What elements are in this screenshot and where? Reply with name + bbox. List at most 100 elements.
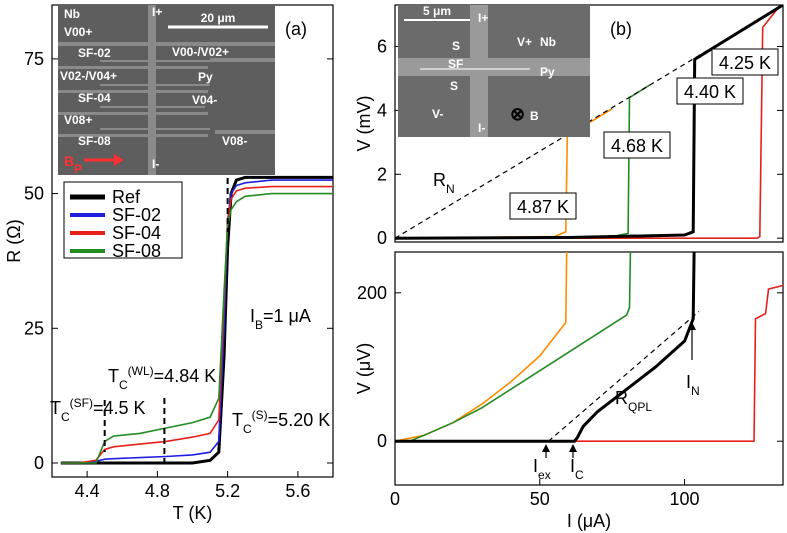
label-part: I	[250, 306, 255, 326]
legend-label: SF-08	[112, 241, 161, 261]
inset-feature	[100, 60, 220, 62]
label-part: P	[74, 162, 82, 176]
series-line	[548, 310, 700, 442]
x-axis-label: I (μA)	[567, 511, 611, 531]
arrowhead	[569, 444, 577, 452]
y-tick-label: 2	[377, 164, 387, 184]
inset-feature	[100, 84, 210, 86]
label-part: =4.84 K	[154, 366, 217, 386]
label-part: I	[570, 456, 575, 476]
inset-feature	[58, 42, 275, 46]
inset-label: SF	[448, 57, 463, 71]
inset-feature	[420, 68, 530, 70]
annotation: Iex	[533, 456, 551, 482]
annotation: TC(S)=5.20 K	[232, 408, 330, 436]
y-tick-label: 0	[377, 431, 387, 451]
inset-label: Nb	[540, 35, 556, 49]
x-tick-label: 100	[670, 489, 700, 509]
annotation: RQPL	[615, 388, 652, 414]
inset-label: V08-	[222, 134, 247, 148]
label-part: QPL	[628, 400, 652, 414]
legend-label: SF-02	[112, 205, 161, 225]
label-part: T	[232, 410, 243, 430]
label-part: C	[243, 422, 252, 436]
inset-label: I-	[152, 157, 159, 171]
x-tick-label: 4.8	[145, 481, 170, 501]
label-part: I	[533, 456, 538, 476]
inset-feature	[58, 112, 208, 115]
annotation: TC(SF)=4.5 K	[50, 396, 146, 424]
y-tick-label: 50	[24, 184, 44, 204]
annotation: IN	[686, 372, 700, 398]
y-axis-label: R (Ω)	[4, 219, 24, 262]
inset-label: I-	[478, 121, 485, 135]
y-tick-label: 0	[34, 453, 44, 473]
annotation: RN	[433, 170, 455, 196]
inset-feature	[100, 106, 205, 108]
temperature-box	[509, 192, 577, 220]
inset-label: SF-08	[78, 134, 111, 148]
legend-label: Ref	[112, 187, 141, 207]
label-part: R	[433, 170, 446, 190]
annotation: BP	[64, 153, 82, 176]
x-tick-label: 5.6	[285, 481, 310, 501]
series-line	[60, 192, 333, 464]
temperature-box	[603, 131, 671, 159]
field-arrowhead	[114, 154, 124, 166]
y-tick-label: 75	[24, 49, 44, 69]
y-tick-label: 200	[357, 283, 387, 303]
legend-label: SF-04	[112, 223, 161, 243]
inset-label: V+	[517, 35, 532, 49]
label-part: (SF)	[70, 396, 93, 410]
label-part: B	[64, 153, 74, 169]
temperature-box	[711, 48, 779, 76]
annotation: IB=1 μA	[250, 306, 311, 332]
inset-label: I+	[152, 5, 162, 19]
label-part: T	[108, 366, 119, 386]
x-axis-label: T (K)	[173, 503, 213, 523]
inset-label: V00-/V02+	[172, 45, 229, 59]
inset-label: S	[450, 79, 458, 93]
series-line	[395, 5, 782, 239]
y-tick-label: 0	[377, 228, 387, 248]
inset-feature	[210, 58, 275, 62]
x-tick-label: 50	[530, 489, 550, 509]
series-line	[395, 252, 568, 442]
inset-label: ⊗	[510, 104, 525, 124]
label-part: I	[686, 372, 691, 392]
annotation: 4.68 K	[611, 136, 663, 156]
series-line	[60, 179, 333, 464]
inset-label: Py	[198, 70, 213, 84]
arrowhead	[688, 322, 696, 330]
annotation: 4.40 K	[684, 82, 736, 102]
arrowhead	[542, 444, 550, 452]
label-part: T	[50, 398, 61, 418]
label-part: N	[691, 384, 700, 398]
inset-feature	[398, 58, 590, 76]
y-tick-label: 6	[377, 37, 387, 57]
plot-area	[395, 252, 783, 443]
inset-feature	[215, 130, 275, 134]
series-line	[395, 284, 783, 442]
y-axis-label: V (mV)	[354, 96, 374, 152]
y-axis-label: V (μV)	[354, 343, 374, 394]
inset-scale: 5 μm	[423, 4, 451, 18]
plot-area	[60, 175, 333, 465]
inset-feature	[58, 134, 208, 137]
annotation: 4.87 K	[517, 197, 569, 217]
inset-label: B	[530, 109, 539, 123]
y-tick-label: 4	[377, 100, 387, 120]
inset-label: S	[452, 39, 460, 53]
x-tick-label: 4.4	[75, 481, 100, 501]
label-part: 4.25 K	[719, 53, 771, 73]
inset-scale: 20 μm	[201, 11, 236, 25]
label-part: =1 μA	[263, 306, 311, 326]
series-line	[60, 185, 333, 464]
series-line	[395, 5, 783, 240]
inset-label: Nb	[64, 7, 80, 21]
label-part: N	[446, 182, 455, 196]
label-part: B	[255, 318, 263, 332]
temperature-box	[676, 77, 744, 105]
y-tick-label: 25	[24, 318, 44, 338]
